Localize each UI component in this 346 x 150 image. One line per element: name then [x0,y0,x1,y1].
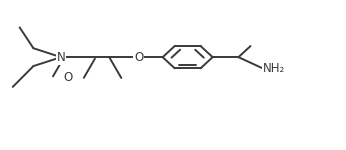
Text: NH₂: NH₂ [263,62,285,75]
Text: N: N [57,51,65,64]
Text: O: O [63,71,73,84]
Text: O: O [134,51,143,64]
